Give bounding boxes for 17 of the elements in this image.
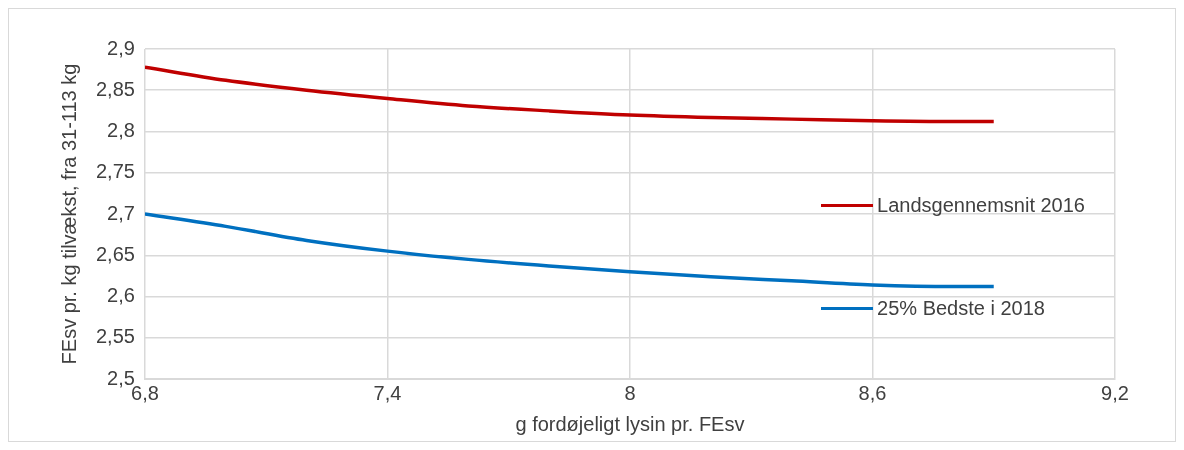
legend-label: 25% Bedste i 2018 [877, 297, 1045, 320]
x-tick-label: 7,4 [373, 381, 402, 404]
x-tick-label: 9,2 [1101, 381, 1129, 404]
x-tick-label: 8 [624, 381, 636, 404]
y-tick-label: 2,7 [107, 201, 135, 224]
legend-label: Landsgennemsnit 2016 [877, 194, 1085, 217]
y-axis-title: FEsv pr. kg tilvækst, fra 31-113 kg [57, 63, 80, 365]
y-tick-label: 2,55 [95, 325, 135, 348]
x-tick-label: 8,6 [858, 381, 887, 404]
y-tick-label: 2,8 [107, 119, 135, 142]
y-tick-label: 2,6 [107, 284, 135, 307]
y-tick-label: 2,65 [95, 242, 135, 265]
y-tick-label: 2,9 [107, 36, 135, 59]
x-axis-title: g fordøjeligt lysin pr. FEsv [515, 412, 745, 435]
line-series [144, 65, 996, 124]
y-tick-label: 2,85 [95, 77, 135, 100]
y-tick-label: 2,75 [95, 160, 135, 183]
